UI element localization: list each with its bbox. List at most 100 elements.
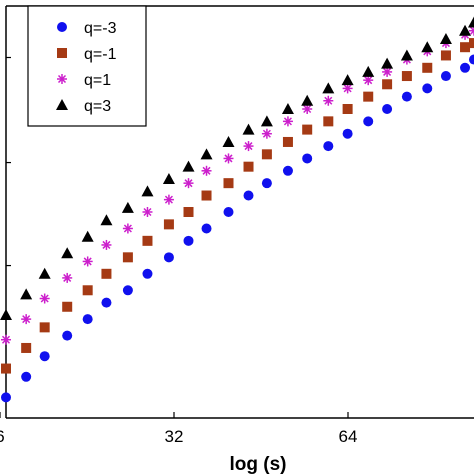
data-point (282, 116, 293, 127)
data-point (341, 74, 354, 86)
legend-marker (57, 74, 67, 84)
data-point (62, 330, 73, 341)
data-point (401, 71, 412, 82)
data-point (281, 103, 294, 114)
legend-label: q=3 (84, 98, 111, 115)
data-point (421, 41, 434, 53)
data-point (163, 219, 174, 230)
data-point (422, 83, 433, 94)
data-point (261, 178, 272, 189)
data-point (243, 141, 254, 152)
legend-marker (56, 99, 68, 110)
data-point (382, 79, 393, 90)
data-point (122, 285, 133, 296)
data-point (200, 148, 213, 160)
data-point (223, 207, 234, 217)
data-point (182, 160, 195, 172)
data-point (459, 24, 472, 36)
data-point (381, 57, 394, 69)
data-point (401, 91, 412, 102)
legend: q=-3 q=-1 q=1 q=3 (27, 5, 147, 127)
data-point (363, 91, 374, 102)
legend-marker (57, 48, 67, 58)
data-point (242, 123, 255, 135)
series-3 (0, 16, 474, 320)
data-point (243, 190, 254, 201)
data-point (0, 309, 12, 320)
data-point (38, 267, 51, 279)
data-point (243, 161, 254, 172)
data-point (201, 223, 212, 234)
data-point (39, 322, 50, 333)
data-point (261, 149, 272, 160)
legend-box (27, 5, 147, 127)
legend-label: q=1 (84, 72, 111, 89)
data-point (1, 334, 11, 345)
data-point (62, 272, 73, 283)
data-point (323, 141, 334, 152)
x-tick-label: 32 (165, 427, 184, 446)
data-point (468, 16, 474, 28)
data-point (39, 293, 50, 304)
data-point (223, 153, 234, 164)
data-point (82, 285, 93, 296)
data-point (101, 239, 112, 250)
data-point (222, 135, 235, 147)
data-point (21, 314, 32, 325)
data-point (39, 351, 50, 362)
data-point (61, 247, 74, 259)
data-point (440, 71, 451, 82)
data-point (81, 230, 94, 242)
data-point (20, 288, 33, 300)
data-point (422, 62, 433, 73)
data-point (162, 173, 175, 185)
data-point (460, 62, 471, 73)
data-point (362, 65, 375, 77)
data-point (302, 153, 313, 164)
data-point (82, 314, 93, 325)
data-point (100, 214, 113, 226)
series-1 (1, 38, 474, 374)
legend-label: q=-3 (84, 20, 117, 37)
data-point (382, 104, 393, 114)
data-point (101, 268, 112, 279)
data-point (282, 165, 293, 176)
data-point (163, 252, 174, 263)
legend-marker (57, 22, 67, 32)
data-point (183, 178, 194, 189)
data-point (121, 201, 134, 213)
data-point (302, 124, 313, 135)
data-point (469, 54, 474, 65)
data-point (301, 94, 314, 106)
x-tick-label: 6 (0, 427, 5, 446)
series-0 (1, 54, 474, 403)
data-marks (0, 16, 474, 403)
data-point (62, 301, 73, 312)
legend-label: q=-1 (84, 46, 117, 63)
data-point (440, 50, 451, 61)
data-point (400, 49, 413, 61)
data-point (122, 252, 133, 263)
data-point (201, 165, 212, 176)
data-point (82, 256, 93, 267)
x-tick-label: 64 (339, 427, 358, 446)
data-point (260, 115, 273, 127)
data-point (1, 363, 11, 374)
data-point (201, 190, 212, 201)
x-tick-labels: 6 32 64 (0, 427, 357, 446)
data-point (469, 25, 474, 36)
data-point (323, 116, 334, 127)
data-point (439, 32, 452, 44)
data-point (21, 342, 32, 353)
data-point (342, 128, 353, 139)
data-point (342, 104, 353, 114)
data-point (261, 128, 272, 139)
data-point (183, 207, 194, 217)
data-point (142, 207, 153, 217)
data-point (282, 136, 293, 147)
x-axis-label: log (s) (230, 454, 287, 474)
data-point (469, 38, 474, 49)
data-point (223, 178, 234, 189)
data-point (1, 392, 11, 403)
